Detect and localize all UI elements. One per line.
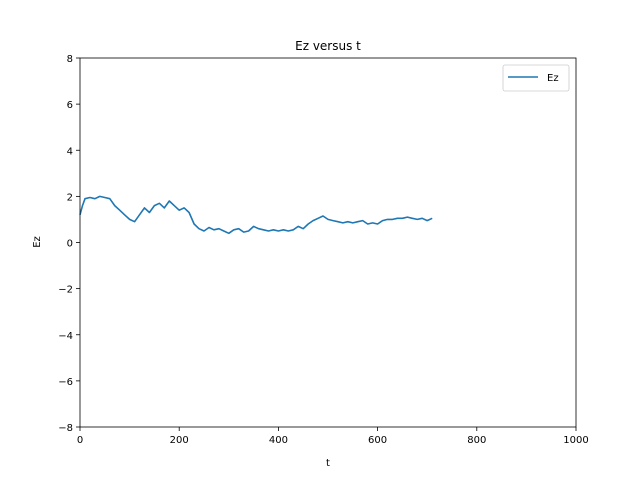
y-tick-label: −6 [58,377,73,388]
legend-entry-label: Ez [547,73,559,84]
y-tick-label: 4 [67,146,73,157]
x-tick-label: 600 [368,435,387,446]
y-tick-label: 2 [67,192,73,203]
legend: Ez [502,64,570,92]
plot-frame [79,57,577,428]
x-tick-label: 0 [77,435,83,446]
x-tick-label: 200 [170,435,189,446]
y-tick-label: 0 [67,239,73,250]
ticks: 0 200 400 600 800 1000 −8 −6 −4 −2 0 2 4 6 8 [58,54,588,446]
chart-title: Ez versus t [295,39,361,53]
x-tick-label: 800 [467,435,486,446]
y-tick-label: −4 [58,331,73,342]
y-tick-label: 6 [67,100,73,111]
x-axis-label: t [326,458,330,469]
y-tick-label: −8 [58,423,73,434]
y-axis-label: Ez [32,236,43,248]
plot-area [79,195,433,235]
y-tick-label: 8 [67,54,73,65]
y-tick-label: −2 [58,285,73,296]
series-line-ez [79,195,433,235]
legend-box [502,64,570,92]
x-tick-label: 1000 [563,435,588,446]
x-tick-label: 400 [269,435,288,446]
